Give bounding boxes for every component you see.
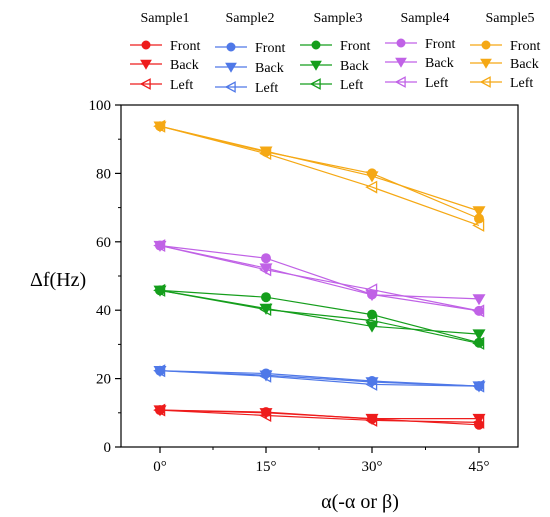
legend-marker-left (479, 76, 491, 88)
legend-marker-left (224, 81, 236, 93)
y-tick-label: 80 (96, 166, 111, 182)
legend-marker-back (140, 59, 152, 70)
x-axis: 0° 15° 30° 45° (153, 447, 490, 475)
data-point-sample5-left (365, 180, 378, 194)
legend-marker-left (394, 76, 406, 88)
series-line-sample5-back (159, 125, 480, 212)
legend-label-back: Back (340, 59, 369, 74)
data-point-sample1-left (472, 415, 485, 429)
data-point-sample1-left (365, 413, 378, 427)
legend-group-title: Sample5 (486, 11, 535, 26)
data-point-sample3-back (472, 329, 486, 341)
legend-group-sample4: Sample4 Front Back Left (385, 11, 455, 91)
data-point-sample1-left (259, 409, 272, 423)
data-point-sample5-left (153, 119, 166, 133)
x-axis-title: α(-α or β) (321, 491, 399, 513)
plot-area: 0 20 40 60 80 100 0° 15° 30° 45° (89, 98, 519, 475)
legend-label-front: Front (170, 39, 200, 54)
series-lines (159, 125, 480, 426)
legend-group-sample3: Sample3 Front Back Left (300, 11, 370, 93)
legend: Sample1 Front Back Left Sample2 Front Back Left… (130, 11, 540, 96)
legend-marker-left (139, 78, 151, 90)
legend-label-back: Back (170, 58, 199, 73)
data-point-sample3-back (259, 303, 273, 315)
series-line-sample1-back (159, 409, 479, 420)
legend-label-left: Left (425, 76, 448, 91)
series-line-sample3-front (159, 289, 480, 344)
y-axis: 0 20 40 60 80 100 (89, 98, 121, 456)
legend-label-front: Front (255, 41, 285, 56)
legend-label-left: Left (255, 81, 278, 96)
legend-group-title: Sample1 (141, 11, 190, 26)
series-line-sample4-left (159, 245, 480, 312)
legend-label-back: Back (510, 57, 539, 72)
series-line-sample2-left (159, 370, 480, 387)
legend-group-title: Sample4 (401, 11, 450, 26)
data-point-sample3-left (472, 336, 485, 350)
legend-group-title: Sample2 (226, 11, 275, 26)
y-tick-label: 0 (104, 440, 112, 456)
legend-marker-front (481, 40, 491, 50)
data-point-sample3-left (365, 313, 378, 327)
data-point-sample4-back (365, 290, 379, 302)
y-tick-label: 60 (96, 235, 111, 251)
data-point-sample5-left (259, 147, 272, 161)
data-point-sample5-left (472, 218, 485, 232)
legend-group-sample2: Sample2 Front Back Left (215, 11, 285, 96)
data-point-sample3-front (261, 292, 271, 303)
legend-marker-left (309, 78, 321, 90)
data-point-sample4-front (261, 253, 271, 264)
legend-label-back: Back (255, 61, 284, 76)
y-axis-title: Δf(Hz) (30, 269, 86, 291)
data-point-sample5-back (365, 171, 379, 183)
series-line-sample5-front (159, 125, 480, 220)
series-line-sample3-left (159, 289, 480, 344)
data-point-sample4-back (472, 294, 486, 306)
x-tick-label: 30° (362, 459, 383, 475)
data-point-sample2-left (365, 377, 378, 391)
legend-label-left: Left (510, 76, 533, 91)
series-line-sample4-back (159, 245, 480, 300)
legend-group-sample5: Sample5 Front Back Left (470, 11, 540, 91)
y-tick-label: 40 (96, 303, 111, 319)
data-point-sample4-left (259, 263, 272, 277)
legend-label-front: Front (510, 39, 540, 54)
legend-marker-back (310, 60, 322, 71)
series-line-sample4-front (159, 245, 480, 312)
data-point-sample4-left (365, 283, 378, 297)
legend-marker-back (225, 62, 237, 73)
x-tick-label: 0° (153, 459, 167, 475)
y-tick-label: 20 (96, 372, 111, 388)
legend-label-back: Back (425, 56, 454, 71)
legend-marker-front (226, 42, 236, 52)
data-point-sample2-left (153, 364, 166, 378)
data-point-sample2-left (259, 369, 272, 383)
legend-marker-front (141, 40, 151, 50)
data-point-sample2-back (259, 370, 273, 382)
legend-marker-front (311, 40, 321, 50)
legend-label-front: Front (425, 37, 455, 52)
data-point-sample2-left (472, 379, 485, 393)
legend-label-left: Left (170, 78, 193, 93)
legend-group-title: Sample3 (314, 11, 363, 26)
x-tick-label: 15° (256, 459, 277, 475)
legend-marker-back (480, 58, 492, 69)
data-point-sample4-left (472, 304, 485, 318)
x-tick-label: 45° (469, 459, 490, 475)
legend-label-left: Left (340, 78, 363, 93)
legend-marker-front (396, 38, 406, 48)
data-point-sample4-left (153, 239, 166, 253)
data-point-sample5-back (472, 206, 486, 218)
data-point-sample3-left (259, 303, 272, 317)
data-point-sample3-left (153, 283, 166, 297)
y-tick-label: 100 (89, 98, 112, 114)
legend-group-sample1: Sample1 Front Back Left (130, 11, 200, 93)
legend-marker-back (395, 57, 407, 68)
legend-label-front: Front (340, 39, 370, 54)
series-markers (153, 119, 486, 430)
data-point-sample1-left (153, 403, 166, 417)
series-line-sample1-left (159, 409, 480, 423)
series-line-sample5-left (159, 125, 480, 226)
